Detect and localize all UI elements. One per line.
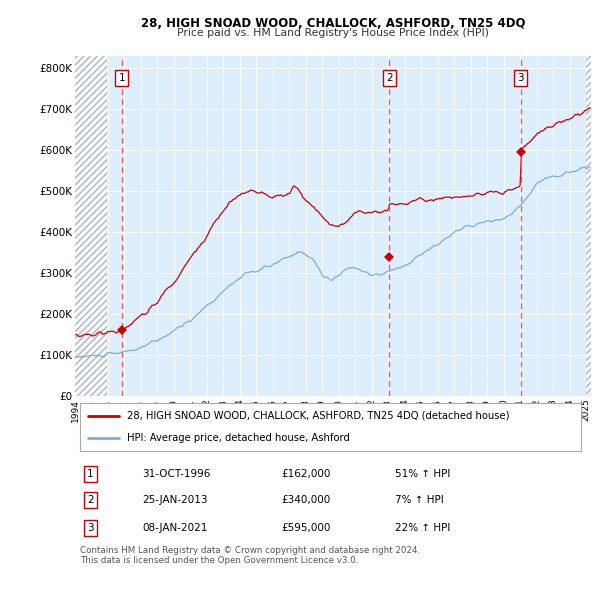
Text: £595,000: £595,000 xyxy=(281,523,331,533)
Text: 2: 2 xyxy=(386,73,392,83)
Text: Contains HM Land Registry data © Crown copyright and database right 2024.
This d: Contains HM Land Registry data © Crown c… xyxy=(80,546,420,565)
Text: 31-OCT-1996: 31-OCT-1996 xyxy=(142,469,211,479)
Text: 2: 2 xyxy=(87,496,94,506)
Text: 7% ↑ HPI: 7% ↑ HPI xyxy=(395,496,443,506)
Bar xyxy=(75,56,107,396)
Text: 3: 3 xyxy=(87,523,94,533)
Text: 28, HIGH SNOAD WOOD, CHALLOCK, ASHFORD, TN25 4DQ (detached house): 28, HIGH SNOAD WOOD, CHALLOCK, ASHFORD, … xyxy=(127,411,509,421)
Text: 22% ↑ HPI: 22% ↑ HPI xyxy=(395,523,450,533)
FancyBboxPatch shape xyxy=(80,403,581,451)
Text: 08-JAN-2021: 08-JAN-2021 xyxy=(142,523,208,533)
Text: Price paid vs. HM Land Registry's House Price Index (HPI): Price paid vs. HM Land Registry's House … xyxy=(177,28,489,38)
Text: 3: 3 xyxy=(517,73,524,83)
Bar xyxy=(586,56,591,396)
Text: 1: 1 xyxy=(118,73,125,83)
Text: 28, HIGH SNOAD WOOD, CHALLOCK, ASHFORD, TN25 4DQ: 28, HIGH SNOAD WOOD, CHALLOCK, ASHFORD, … xyxy=(141,17,525,30)
Text: 1: 1 xyxy=(87,469,94,479)
Text: 25-JAN-2013: 25-JAN-2013 xyxy=(142,496,208,506)
Text: £162,000: £162,000 xyxy=(281,469,331,479)
Text: 51% ↑ HPI: 51% ↑ HPI xyxy=(395,469,450,479)
Text: £340,000: £340,000 xyxy=(281,496,331,506)
Text: HPI: Average price, detached house, Ashford: HPI: Average price, detached house, Ashf… xyxy=(127,432,349,442)
